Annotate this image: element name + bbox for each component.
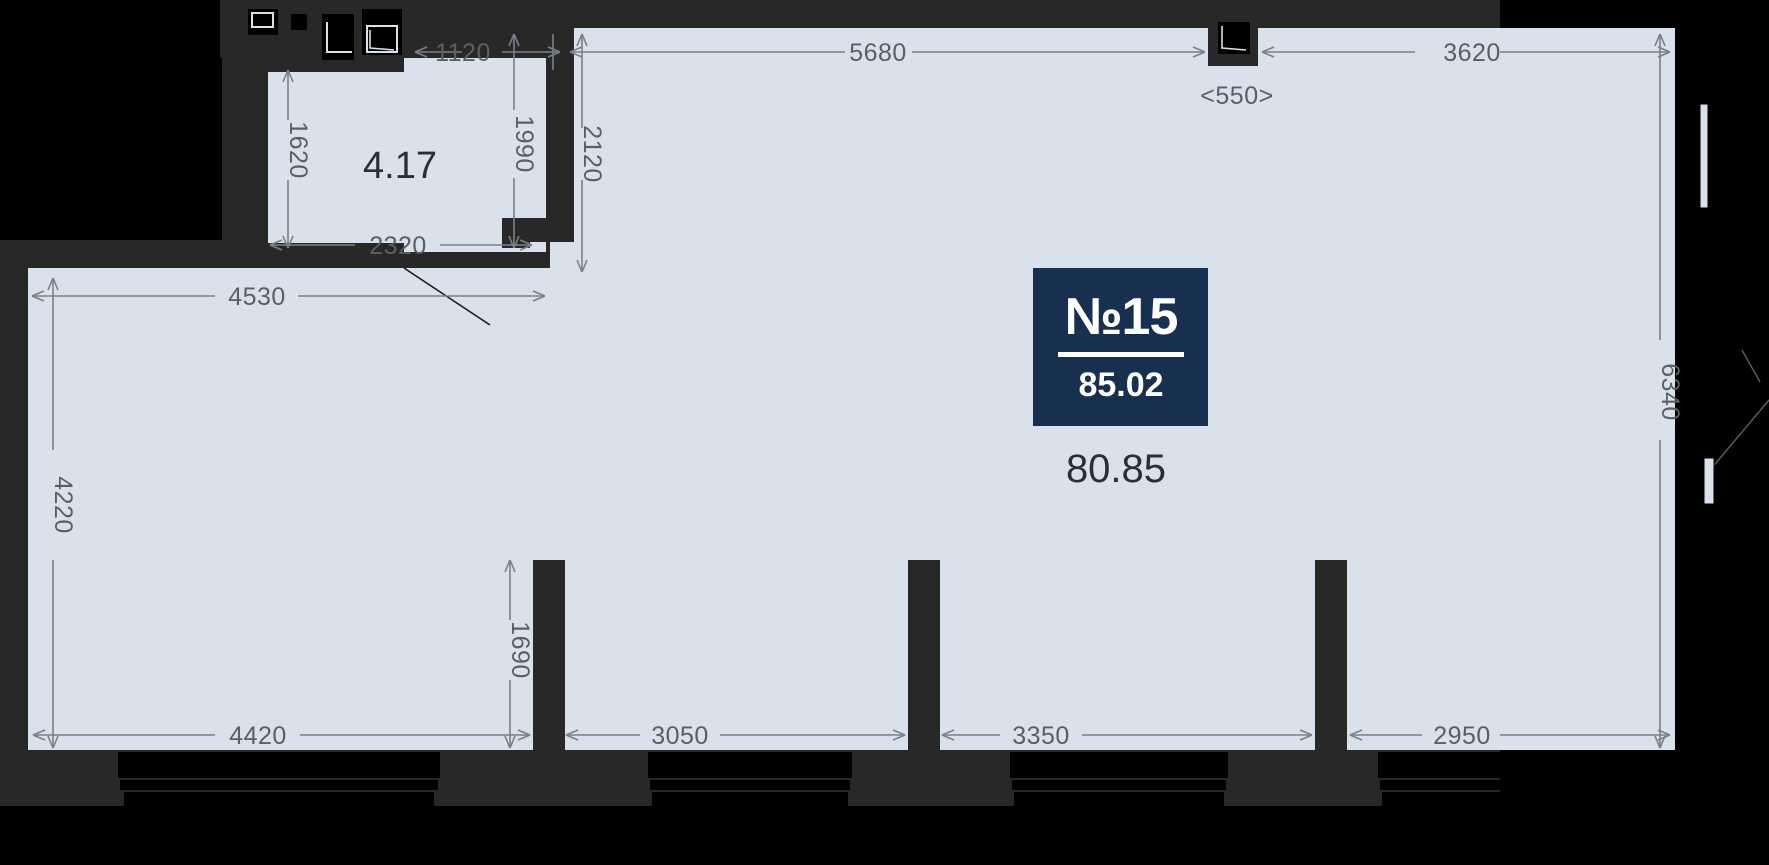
window-block-4 [1378, 752, 1586, 832]
dim-2120-label: 2120 [578, 125, 606, 183]
window-2-frame [648, 752, 852, 778]
dim-4420-label: 4420 [229, 722, 287, 750]
unit-badge-background [1033, 268, 1208, 426]
window-4-frame [1378, 752, 1586, 778]
dim-4220-label: 4220 [49, 476, 77, 534]
window-block-3 [1010, 752, 1228, 832]
east-door-swing-icon [1741, 349, 1761, 383]
east-door-swing2-icon [1709, 399, 1769, 471]
window-4-sill [1382, 792, 1582, 832]
dim-1990-group: 1990 [508, 33, 538, 249]
window-block-1 [118, 752, 440, 832]
dim-3050-label: 3050 [651, 722, 709, 750]
fixture-stool-icon [291, 14, 307, 30]
window-2-glazing [650, 780, 850, 790]
dim-2950-label: 2950 [1433, 722, 1491, 750]
dim-6340-label: 6340 [1656, 363, 1684, 421]
dim-550-label: <550> [1200, 82, 1273, 110]
floor-bathroom [268, 30, 546, 252]
unit-total-area-label: 85.02 [1078, 366, 1163, 404]
dim-1620-label: 1620 [284, 121, 312, 179]
wall-bath-left [244, 56, 268, 266]
dim-3620-label: 3620 [1443, 39, 1501, 67]
window-3-frame [1010, 752, 1228, 778]
east-window-upper-leaf [1699, 103, 1709, 209]
south-windows [118, 752, 1586, 832]
pilaster-2 [908, 560, 940, 750]
window-3-glazing [1012, 780, 1226, 790]
dim-2320-label: 2320 [369, 232, 427, 260]
window-3-sill [1014, 792, 1224, 832]
dim-3350-label: 3350 [1012, 722, 1070, 750]
dim-1620-group: 1620 [282, 69, 312, 249]
wall-bath-bottom [244, 243, 404, 267]
window-1-glazing [120, 780, 438, 790]
room-area-bathroom: 4.17 [363, 145, 437, 187]
dim-4530-group: 4530 [31, 283, 546, 311]
dim-3350-group: 3350 [941, 722, 1313, 750]
dim-4220-group: 4220 [47, 277, 77, 749]
wall-bath-top-left [244, 56, 404, 72]
east-door-leaf [1703, 457, 1715, 505]
unit-number-label: №15 [1065, 288, 1178, 346]
dim-3050-group: 3050 [565, 722, 906, 750]
east-facade [1680, 100, 1769, 505]
dim-1690-group: 1690 [504, 559, 534, 749]
dim-2950-group: 2950 [1349, 722, 1671, 750]
dim-1120-label: 1120 [435, 39, 491, 67]
dim-1120-group: 1120 [414, 34, 561, 70]
unit-badge-divider [1058, 352, 1184, 357]
window-1-frame [118, 752, 440, 778]
living-area-label: 80.85 [1066, 447, 1166, 491]
apartment-floor [28, 28, 1675, 750]
fixture-shower-door-icon [326, 22, 352, 53]
dim-2320-group: 2320 [269, 232, 533, 260]
void-top-left [0, 0, 222, 240]
bathroom-fixture-icons [248, 9, 1258, 66]
window-block-2 [648, 752, 852, 832]
dim-4420-group: 4420 [32, 722, 531, 750]
dim-1690-label: 1690 [506, 621, 534, 679]
fixture-wc-icon [362, 9, 402, 55]
window-4-glazing [1380, 780, 1584, 790]
dim-5680-label: 5680 [849, 39, 907, 67]
window-2-sill [652, 792, 848, 832]
unit-badge[interactable]: №15 85.02 [1033, 268, 1208, 426]
fixture-wc-inner-icon [366, 25, 398, 53]
dim-2120-group: 2120 [576, 33, 606, 273]
pilaster-1 [533, 560, 565, 750]
dim-5680-group: 5680 [569, 39, 1206, 67]
dim-3620-group: 3620 [1261, 39, 1671, 67]
pilasters [533, 560, 1347, 750]
dim-6340-group: 6340 [1654, 33, 1684, 749]
floor-main-room [28, 28, 1675, 750]
dim-4530-label: 4530 [228, 283, 286, 311]
window-north-swing-icon [1221, 26, 1247, 51]
fixture-sink-inner-icon [251, 12, 274, 28]
dim-1990-label: 1990 [510, 115, 538, 173]
fixture-wc-swing-icon [369, 30, 395, 51]
dim-550-group: <550> [1200, 82, 1273, 110]
window-1-sill [124, 792, 434, 832]
east-window-upper [1680, 100, 1760, 212]
east-door [1680, 345, 1760, 495]
pilaster-3 [1315, 560, 1347, 750]
